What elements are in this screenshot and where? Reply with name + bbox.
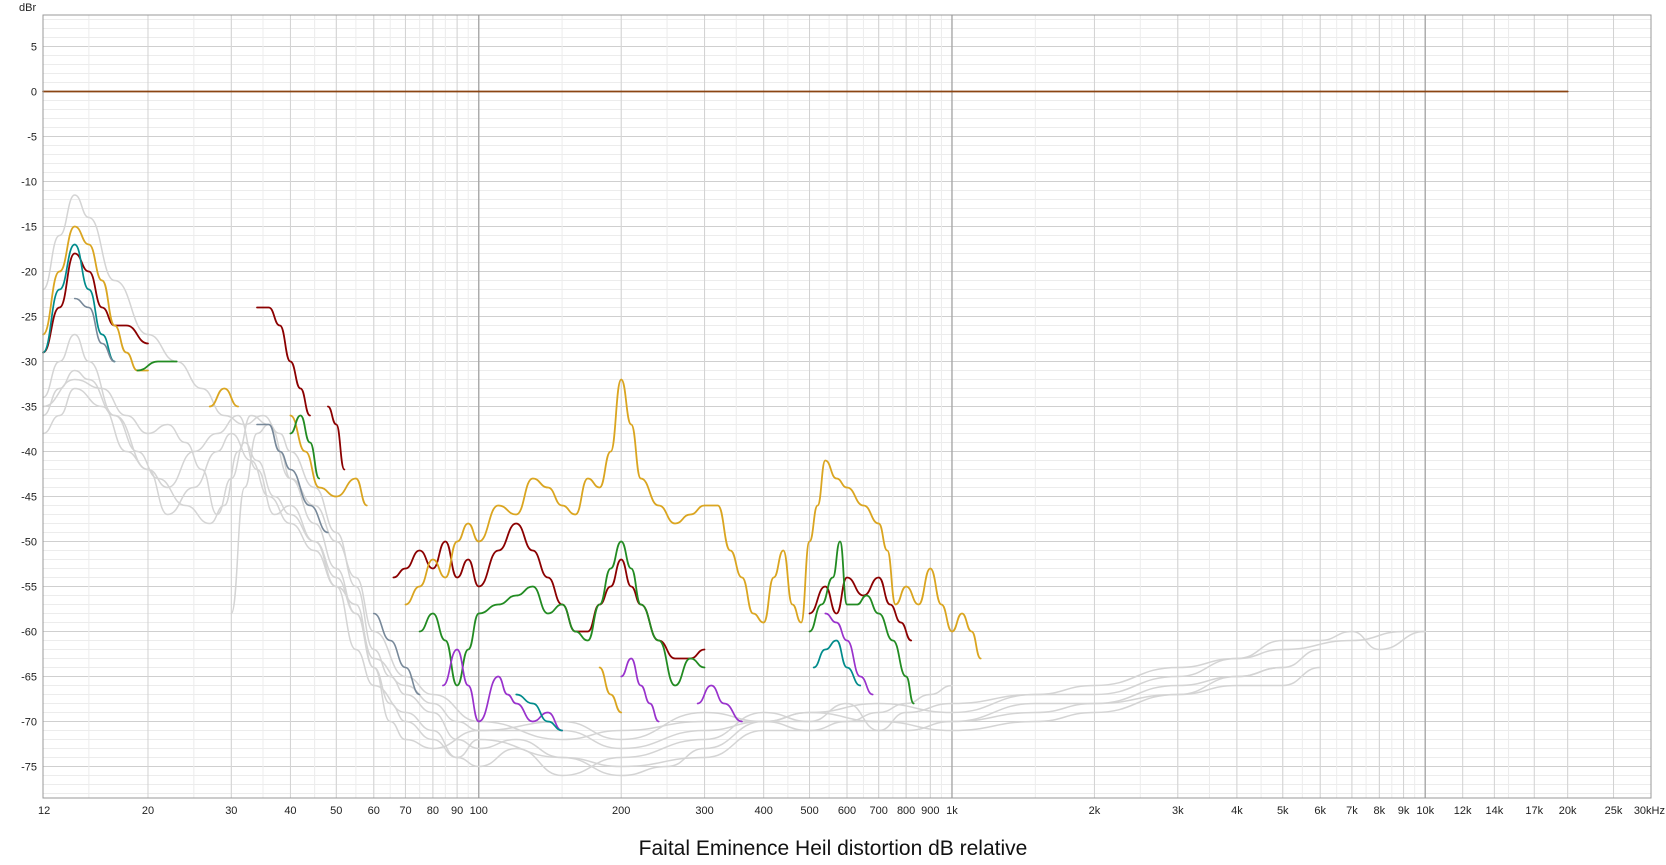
series-line-13 [208, 387, 239, 408]
y-tick-label: -65 [21, 672, 37, 684]
x-tick-label: 50 [330, 805, 342, 817]
series-line-23 [696, 684, 743, 723]
series-line-21 [442, 648, 563, 732]
series-line-7 [42, 252, 149, 354]
x-tick-label: 300 [695, 805, 713, 817]
x-tick-label: 2k [1089, 805, 1101, 817]
series-line-22 [620, 657, 660, 723]
x-tick-label: 900 [921, 805, 939, 817]
x-tick-label: 30 [225, 805, 237, 817]
y-tick-label: -10 [21, 177, 37, 189]
series-line-18 [289, 414, 321, 480]
series-line-1 [42, 194, 953, 777]
x-tick-label: 60 [368, 805, 380, 817]
y-tick-label: -35 [21, 402, 37, 414]
series-line-28 [73, 297, 116, 363]
x-tick-label: 20k [1559, 805, 1577, 817]
x-tick-label: 10k [1416, 805, 1434, 817]
x-tick-label: 400 [754, 805, 772, 817]
series-line-30 [373, 612, 421, 696]
y-tick-label: -75 [21, 762, 37, 774]
series-line-27 [812, 639, 862, 687]
y-tick-label: -5 [27, 132, 37, 144]
series-line-12 [42, 225, 149, 372]
x-tick-label: 3k [1172, 805, 1184, 817]
series-line-3 [42, 369, 1321, 741]
series-line-4 [42, 387, 1321, 750]
series-layer [42, 90, 1569, 777]
x-tick-label: 5k [1277, 805, 1289, 817]
x-tick-labels: 12 20 30 40 50 60 70 80 90 100 200 300 400 500 600 700 8… [38, 805, 1665, 817]
y-tick-label: -15 [21, 222, 37, 234]
series-line-15 [404, 378, 982, 660]
x-tick-label: 7k [1346, 805, 1358, 817]
x-tick-label: 9k [1398, 805, 1410, 817]
x-tick-label: 20 [142, 805, 154, 817]
series-line-6 [230, 423, 1426, 750]
x-tick-label: 25k [1605, 805, 1623, 817]
series-line-17 [136, 360, 178, 372]
series-line-26 [515, 693, 563, 732]
x-tick-label: 40 [284, 805, 296, 817]
x-tick-label: 800 [897, 805, 915, 817]
series-line-25 [42, 243, 116, 363]
x-tick-label: 12 [38, 805, 50, 817]
y-tick-label: -40 [21, 447, 37, 459]
y-tick-label: 5 [31, 42, 37, 54]
series-line-2 [42, 333, 1426, 777]
y-tick-label: -25 [21, 312, 37, 324]
series-line-14 [289, 414, 368, 507]
x-tick-label: 17k [1525, 805, 1543, 817]
x-tick-label: 6k [1314, 805, 1326, 817]
series-line-24 [824, 612, 874, 696]
x-tick-label: 500 [800, 805, 818, 817]
series-line-29 [256, 423, 329, 534]
y-tick-label: -50 [21, 537, 37, 549]
x-tick-label: 1k [946, 805, 958, 817]
x-tick-label: 12k [1454, 805, 1472, 817]
x-tick-label: 200 [612, 805, 630, 817]
x-tick-label: 90 [451, 805, 463, 817]
x-tick-label: 30kHz [1634, 805, 1665, 817]
y-tick-label: -70 [21, 717, 37, 729]
x-tick-label: 70 [399, 805, 411, 817]
x-tick-label: 100 [470, 805, 488, 817]
y-tick-labels: 5 0 -5 -10 -15 -20 -25 -30 -35 -40 -45 -50 -55 -60 -65… [21, 42, 37, 774]
grid-lines [42, 15, 1652, 798]
series-line-9 [327, 405, 346, 471]
x-tick-label: 80 [427, 805, 439, 817]
x-tick-label: 600 [838, 805, 856, 817]
series-line-20 [808, 540, 915, 705]
x-tick-label: 8k [1374, 805, 1386, 817]
x-tick-label: 14k [1485, 805, 1503, 817]
chart-title: Faital Eminence Heil distortion dB relat… [639, 837, 1028, 860]
series-line-16 [598, 666, 623, 714]
y-tick-label: -55 [21, 582, 37, 594]
series-line-8 [256, 306, 311, 417]
y-tick-label: -60 [21, 627, 37, 639]
y-tick-label: -45 [21, 492, 37, 504]
x-tick-label: 4k [1231, 805, 1243, 817]
plot-frame [42, 14, 1652, 799]
series-line-5 [42, 378, 1284, 768]
y-axis-label: dBr [19, 2, 36, 14]
series-line-11 [808, 576, 913, 642]
y-tick-label: 0 [31, 87, 37, 99]
y-tick-label: -20 [21, 267, 37, 279]
x-tick-label: 700 [870, 805, 888, 817]
y-tick-label: -30 [21, 357, 37, 369]
